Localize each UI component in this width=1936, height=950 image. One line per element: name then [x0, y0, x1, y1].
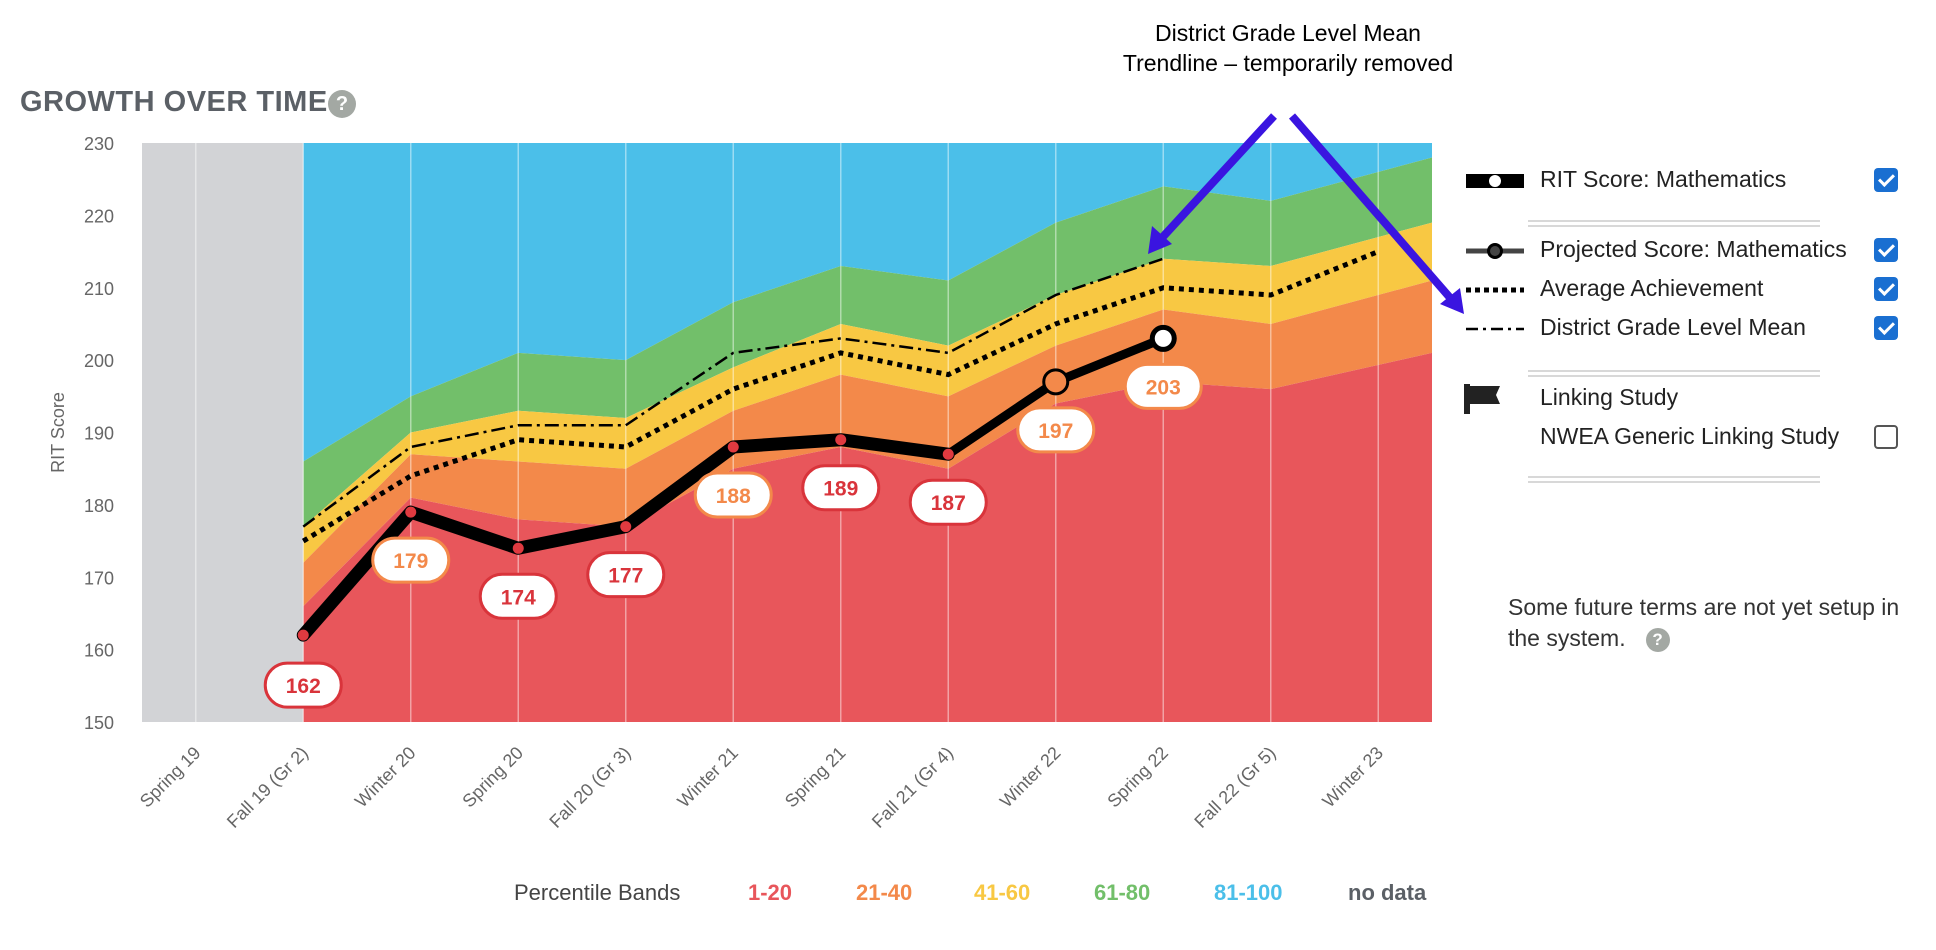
legend-item-rit-score: RIT Score: Mathematics	[1464, 164, 1924, 198]
dash-dot-line-icon	[1466, 327, 1524, 331]
data-label: 177	[608, 565, 643, 588]
data-label: 189	[823, 478, 858, 501]
data-label: 203	[1146, 376, 1181, 399]
projected-score-point	[1042, 368, 1070, 396]
y-tick-label: 230	[84, 134, 114, 154]
data-label-bubble	[1123, 362, 1203, 410]
y-tick-label: 180	[84, 496, 114, 516]
x-tick-label: Spring 22	[1103, 743, 1172, 812]
legend-item-projected-score: Projected Score: Mathematics	[1464, 234, 1924, 268]
x-tick-label: Spring 19	[136, 743, 205, 812]
district-mean-line	[302, 257, 1164, 528]
y-tick-label: 160	[84, 641, 114, 661]
dotted-line-icon	[1466, 287, 1524, 293]
note-text: Some future terms are not yet setup in t…	[1508, 594, 1900, 651]
data-label: 188	[716, 485, 751, 508]
flag-icon	[1464, 384, 1500, 414]
callout-annotation: District Grade Level Mean Trendline – te…	[1122, 20, 1454, 76]
data-label: 179	[393, 550, 428, 573]
y-tick-label: 190	[84, 424, 114, 444]
average-achievement-line	[301, 249, 1380, 544]
band-label-1-20: 1-20	[748, 880, 793, 905]
legend-divider	[1528, 476, 1820, 483]
district-mean-checkbox[interactable]	[1874, 316, 1898, 340]
data-label-bubble	[371, 536, 451, 584]
callout-arrow	[1157, 113, 1277, 243]
legend-label-district-mean: District Grade Level Mean	[1540, 314, 1806, 340]
x-tick-label: Winter 22	[996, 743, 1065, 812]
data-label: 162	[286, 675, 321, 698]
y-tick-label: 170	[84, 568, 114, 588]
rit-score-point	[727, 441, 739, 453]
legend-item-nwea-linking: NWEA Generic Linking Study	[1464, 421, 1924, 455]
rit-score-point	[512, 542, 524, 554]
y-axis-label: RIT Score	[48, 392, 68, 473]
legend-item-district-mean: District Grade Level Mean	[1464, 312, 1924, 346]
x-tick-label: Spring 21	[781, 743, 850, 812]
data-label-bubble	[263, 661, 343, 709]
y-tick-label: 150	[84, 713, 114, 733]
percentile-band-3	[303, 222, 1432, 563]
legend-divider	[1528, 220, 1820, 227]
average-achievement-checkbox[interactable]	[1874, 277, 1898, 301]
x-tick-label: Winter 20	[351, 743, 420, 812]
help-icon[interactable]: ?	[1645, 627, 1670, 652]
x-tick-label: Fall 20 (Gr 3)	[545, 743, 634, 832]
x-tick-label: Winter 21	[673, 743, 742, 812]
legend-divider	[1528, 370, 1820, 377]
data-label-bubble	[1016, 406, 1096, 454]
x-tick-label: Fall 21 (Gr 4)	[868, 743, 957, 832]
band-label-61-80: 61-80	[1094, 880, 1151, 905]
rit-score-point	[942, 448, 954, 460]
data-label-bubble	[908, 478, 988, 526]
callout-arrowhead	[1440, 288, 1464, 314]
x-tick-label: Fall 19 (Gr 2)	[223, 743, 312, 832]
data-label-bubble	[478, 572, 558, 620]
legend-label-nwea-linking: NWEA Generic Linking Study	[1540, 423, 1840, 449]
data-label: 197	[1038, 420, 1073, 443]
rit-score-checkbox[interactable]	[1874, 168, 1898, 192]
percentile-band-5	[303, 143, 1432, 462]
legend-item-average-achievement: Average Achievement	[1464, 273, 1924, 307]
band-label-81-100: 81-100	[1214, 880, 1283, 905]
legend-label-rit-score: RIT Score: Mathematics	[1540, 166, 1787, 192]
projected-score-line-icon	[1466, 243, 1524, 259]
rit-score-point	[620, 521, 632, 533]
y-tick-label: 210	[84, 279, 114, 299]
percentile-bands-label: Percentile Bands	[514, 880, 681, 905]
rit-score-point	[835, 434, 847, 446]
band-label-41-60: 41-60	[974, 880, 1031, 905]
rit-score-point	[297, 629, 309, 641]
legend-label-average-achievement: Average Achievement	[1540, 275, 1764, 301]
legend-label-linking-study: Linking Study	[1540, 384, 1679, 410]
legend-item-linking-study: Linking Study	[1464, 382, 1924, 416]
data-label-bubble	[586, 551, 666, 599]
data-label: 174	[501, 586, 536, 609]
chart-title: GROWTH OVER TIME	[20, 86, 328, 118]
rit-score-point	[405, 506, 417, 518]
y-tick-label: 220	[84, 206, 114, 226]
data-label-bubble	[693, 471, 773, 519]
band-label-no-data: no data	[1348, 880, 1427, 905]
nwea-linking-checkbox[interactable]	[1874, 425, 1898, 449]
x-tick-label: Fall 22 (Gr 5)	[1190, 743, 1279, 832]
help-icon[interactable]: ?	[328, 90, 356, 118]
y-tick-label: 200	[84, 351, 114, 371]
projected-score-checkbox[interactable]	[1874, 238, 1898, 262]
callout-arrowhead	[1148, 226, 1172, 254]
band-label-21-40: 21-40	[856, 880, 913, 905]
data-label: 187	[931, 492, 966, 515]
projected-score-point	[1149, 324, 1177, 352]
future-terms-note: Some future terms are not yet setup in t…	[1508, 592, 1928, 654]
no-data-region	[142, 143, 304, 722]
rit-score-line-icon	[1466, 174, 1524, 188]
callout-arrow	[1288, 113, 1456, 303]
percentile-band-1	[303, 352, 1432, 722]
legend-label-projected-score: Projected Score: Mathematics	[1540, 236, 1847, 262]
x-tick-label: Winter 23	[1318, 743, 1387, 812]
data-label-bubble	[801, 464, 881, 512]
x-tick-label: Spring 20	[458, 743, 527, 812]
